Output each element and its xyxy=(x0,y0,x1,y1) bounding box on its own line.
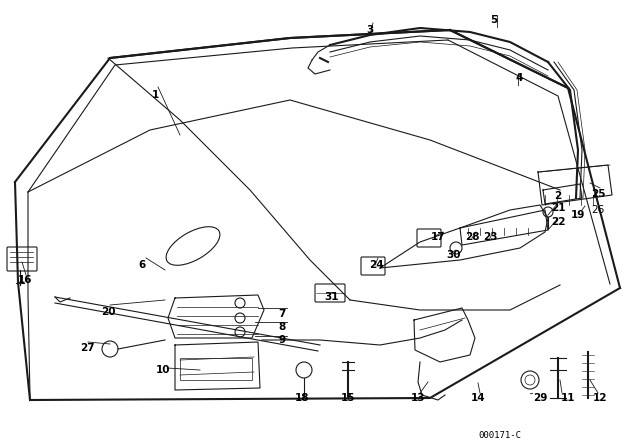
Text: 3: 3 xyxy=(366,25,374,35)
Text: 29: 29 xyxy=(533,393,547,403)
Text: 9: 9 xyxy=(278,335,285,345)
Text: 1: 1 xyxy=(152,90,159,100)
Text: 20: 20 xyxy=(100,307,115,317)
Text: 22: 22 xyxy=(551,217,565,227)
Text: 7: 7 xyxy=(278,309,285,319)
Text: 10: 10 xyxy=(156,365,170,375)
Text: 6: 6 xyxy=(138,260,146,270)
Text: 26: 26 xyxy=(591,205,605,215)
Text: 27: 27 xyxy=(80,343,94,353)
Text: 8: 8 xyxy=(278,322,285,332)
Text: 15: 15 xyxy=(340,393,355,403)
Text: 28: 28 xyxy=(465,232,479,242)
Text: 31: 31 xyxy=(324,292,339,302)
Text: 5: 5 xyxy=(490,15,498,25)
Text: 16: 16 xyxy=(18,275,32,285)
Text: 12: 12 xyxy=(593,393,607,403)
Text: 23: 23 xyxy=(483,232,497,242)
Text: 21: 21 xyxy=(551,203,565,213)
Text: 2: 2 xyxy=(554,191,562,201)
Text: 25: 25 xyxy=(591,189,605,199)
Text: 24: 24 xyxy=(369,260,383,270)
Text: 000171-C: 000171-C xyxy=(479,431,522,439)
Text: 30: 30 xyxy=(447,250,461,260)
Text: 19: 19 xyxy=(571,210,585,220)
Text: 17: 17 xyxy=(431,232,445,242)
Text: 13: 13 xyxy=(411,393,425,403)
Text: 14: 14 xyxy=(470,393,485,403)
Text: 4: 4 xyxy=(515,73,523,83)
Text: 11: 11 xyxy=(561,393,575,403)
Text: 18: 18 xyxy=(295,393,309,403)
